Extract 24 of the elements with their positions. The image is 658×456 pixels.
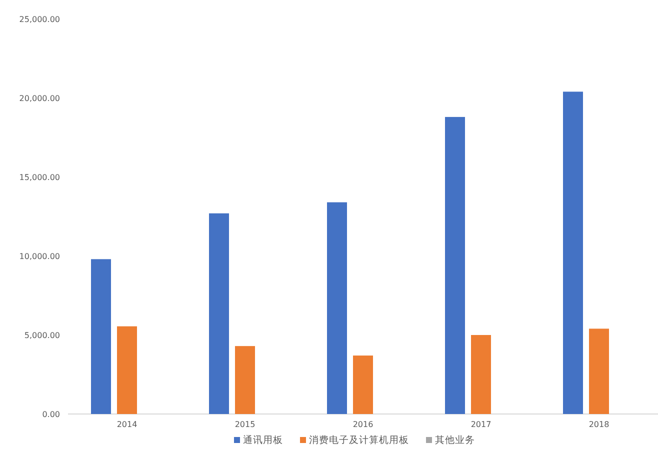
- bar: [117, 326, 137, 414]
- bar: [235, 346, 255, 414]
- legend-label: 其他业务: [435, 434, 475, 446]
- x-tick-label: 2014: [116, 420, 138, 429]
- legend-label: 通讯用板: [243, 434, 283, 446]
- x-tick-label: 2016: [352, 420, 374, 429]
- bar: [353, 356, 373, 414]
- x-tick-label: 2015: [234, 420, 256, 429]
- x-tick-label: 2018: [588, 420, 610, 429]
- legend-label: 消费电子及计算机用板: [309, 434, 409, 446]
- bar: [563, 92, 583, 414]
- y-tick-label: 25,000.00: [19, 15, 60, 24]
- bar: [209, 213, 229, 414]
- bar: [589, 328, 609, 414]
- y-tick-label: 10,000.00: [19, 252, 60, 261]
- bar: [445, 116, 465, 414]
- bar: [327, 202, 347, 414]
- y-tick-label: 20,000.00: [19, 94, 60, 103]
- y-tick-label: 5,000.00: [24, 331, 60, 340]
- bar: [471, 335, 491, 414]
- x-tick-label: 2017: [470, 420, 492, 429]
- bar: [91, 259, 111, 414]
- y-tick-label: 15,000.00: [19, 173, 60, 182]
- y-tick-label: 0.00: [42, 410, 60, 419]
